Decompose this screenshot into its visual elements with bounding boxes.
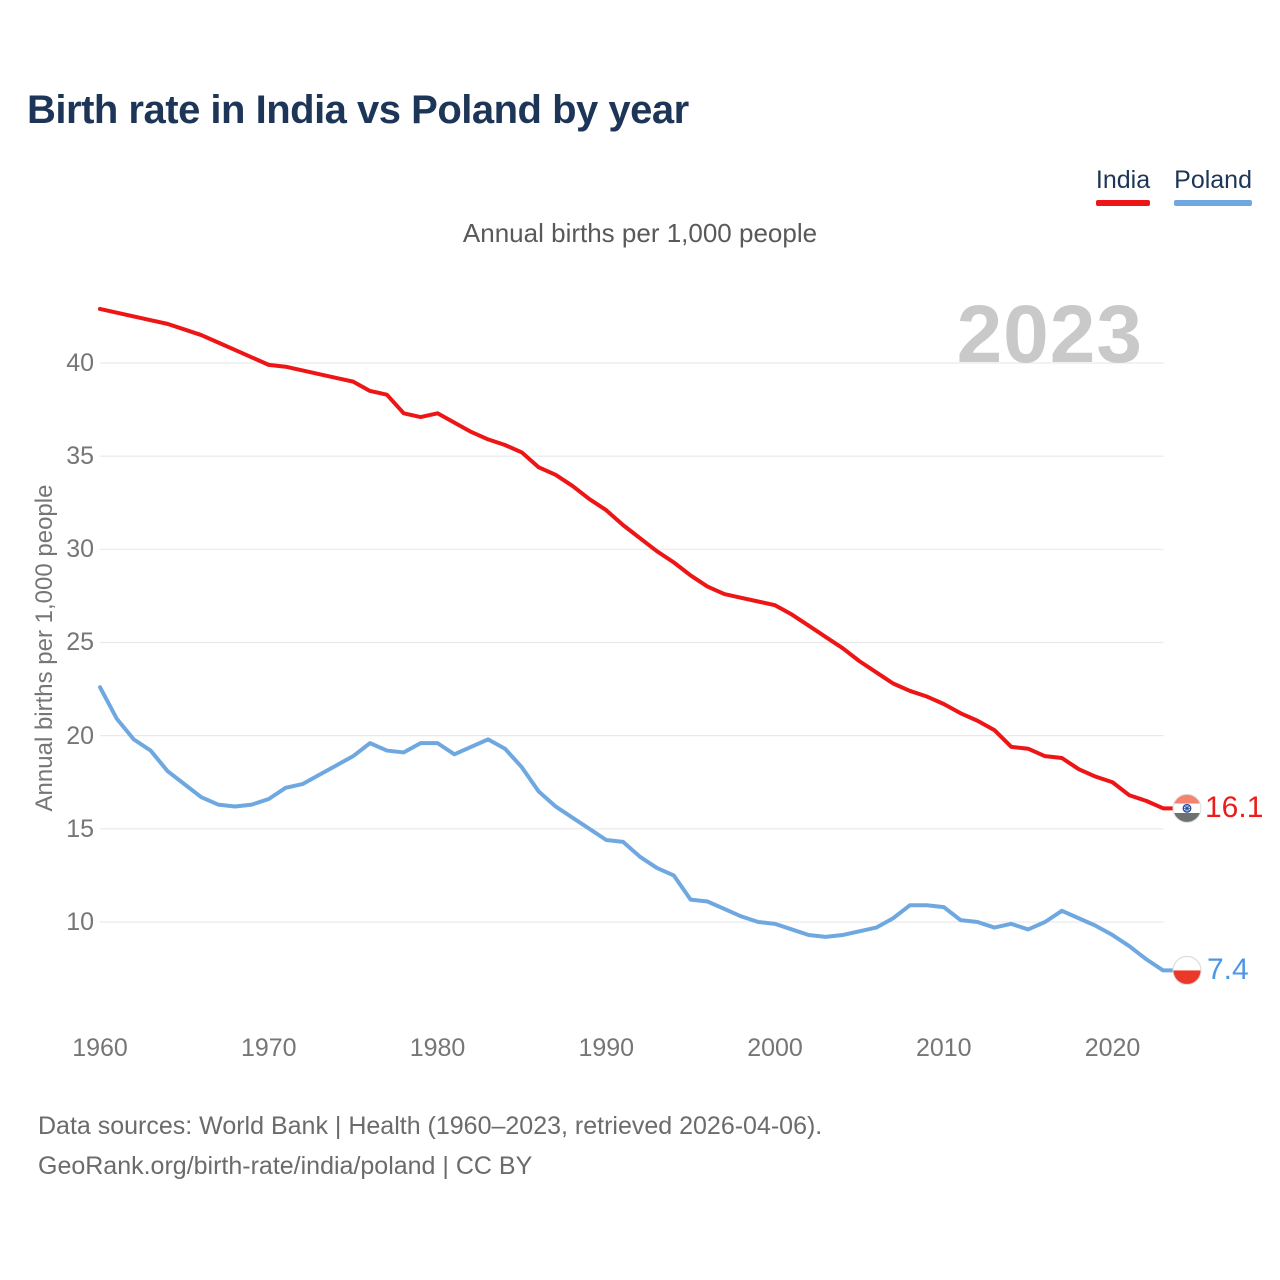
line-india [98, 306, 1175, 811]
x-tick-label: 1970 [240, 1034, 297, 1062]
y-tick-label: 20 [66, 721, 94, 750]
legend-label-india: India [1095, 166, 1151, 194]
footer: Data sources: World Bank | Health (1960–… [38, 1106, 822, 1186]
page-title: Birth rate in India vs Poland by year [27, 88, 689, 132]
footer-attribution-line: GeoRank.org/birth-rate/india/poland | CC… [38, 1152, 533, 1180]
y-axis-title: Annual births per 1,000 people [31, 484, 58, 812]
footer-sources-line: Data sources: World Bank | Health (1960–… [38, 1112, 823, 1140]
india-end-value-label: 16.1 [1205, 791, 1264, 825]
india-flag-icon [1173, 794, 1201, 823]
legend-color-bar-india [1095, 200, 1151, 206]
x-tick-label: 2010 [915, 1034, 972, 1062]
y-tick-label: 15 [66, 814, 94, 843]
y-tick-label: 10 [66, 907, 94, 936]
y-tick-label: 25 [66, 628, 94, 657]
y-tick-label: 40 [66, 349, 94, 377]
legend-item-india[interactable]: India [1095, 166, 1151, 206]
x-tick-label: 1990 [578, 1034, 635, 1062]
chart-subtitle: Annual births per 1,000 people [462, 218, 818, 248]
legend: India Poland [1095, 166, 1252, 206]
year-watermark: 2023 [956, 289, 1143, 380]
legend-item-poland[interactable]: Poland [1174, 166, 1252, 206]
x-tick-label: 1960 [72, 1034, 128, 1062]
legend-label-poland: Poland [1174, 166, 1252, 194]
legend-color-bar-poland [1174, 200, 1252, 206]
poland-flag-icon [1173, 956, 1201, 985]
x-tick-label: 2020 [1084, 1034, 1141, 1062]
line-poland [98, 685, 1175, 973]
y-tick-label: 30 [66, 535, 94, 564]
poland-end-value-label: 7.4 [1207, 953, 1249, 987]
x-tick-label: 2000 [747, 1034, 803, 1062]
x-tick-label: 1980 [409, 1034, 466, 1062]
y-tick-label: 35 [66, 442, 94, 471]
